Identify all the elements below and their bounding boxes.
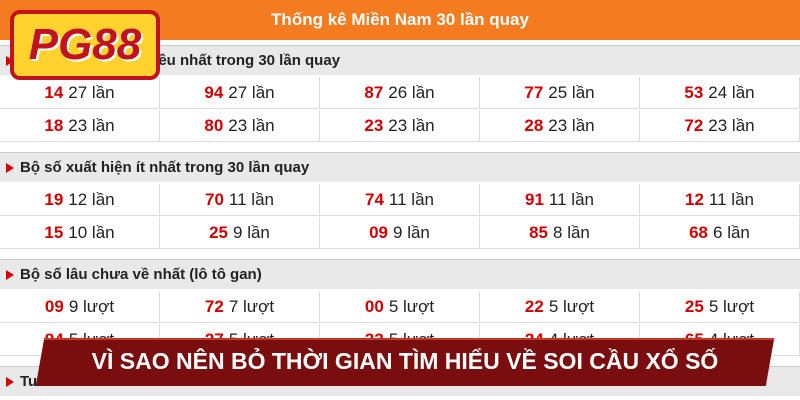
stat-cell: 14 27 lần — [0, 77, 160, 109]
occurrence-count: 9 lượt — [68, 297, 115, 316]
stat-cell: 85 8 lần — [480, 217, 640, 249]
stat-cell: 94 27 lần — [160, 77, 320, 109]
lottery-number: 77 — [524, 83, 544, 102]
lottery-number: 87 — [364, 83, 384, 102]
occurrence-count: 26 lần — [388, 83, 435, 102]
occurrence-count: 23 lần — [68, 116, 115, 135]
occurrence-count: 6 lần — [713, 223, 750, 242]
occurrence-count: 24 lần — [708, 83, 755, 102]
lottery-number: 18 — [44, 116, 64, 135]
lottery-number: 72 — [684, 116, 704, 135]
section-title: Bộ số xuất hiện ít nhất trong 30 lần qua… — [20, 159, 310, 176]
lottery-number: 74 — [365, 190, 384, 209]
stat-cell: 80 23 lần — [160, 110, 320, 142]
lottery-number: 15 — [44, 223, 64, 242]
occurrence-count: 23 lần — [228, 116, 275, 135]
section-header: Bộ số xuất hiện ít nhất trong 30 lần qua… — [0, 152, 800, 182]
stat-cell: 22 5 lượt — [480, 291, 640, 323]
stat-cell: 09 9 lần — [320, 217, 480, 249]
stat-cell: 70 11 lần — [160, 184, 320, 216]
stat-cell: 23 23 lần — [320, 110, 480, 142]
lottery-number: 09 — [369, 223, 389, 242]
occurrence-count: 23 lần — [548, 116, 595, 135]
occurrence-count: 9 lần — [233, 223, 270, 242]
banner-text: VÌ SAO NÊN BỎ THỜI GIAN TÌM HIỂU VỀ SOI … — [91, 348, 719, 374]
section-marker — [6, 163, 14, 173]
occurrence-count: 5 lượt — [548, 297, 595, 316]
occurrence-count: 11 lần — [548, 190, 594, 209]
occurrence-count: 5 lượt — [388, 297, 435, 316]
stat-cell: 09 9 lượt — [0, 291, 160, 323]
occurrence-count: 23 lần — [388, 116, 435, 135]
occurrence-count: 11 lần — [388, 190, 434, 209]
lottery-number: 25 — [209, 223, 229, 242]
occurrence-count: 23 lần — [708, 116, 755, 135]
lottery-number: 72 — [204, 297, 224, 316]
lottery-number: 19 — [44, 190, 64, 209]
stat-cell: 00 5 lượt — [320, 291, 480, 323]
lottery-number: 94 — [204, 83, 224, 102]
lottery-number: 85 — [529, 223, 549, 242]
lottery-number: 22 — [524, 297, 544, 316]
occurrence-count: 11 lần — [228, 190, 274, 209]
lottery-number: 91 — [525, 190, 544, 209]
lottery-number: 25 — [684, 297, 704, 316]
stat-cell: 77 25 lần — [480, 77, 640, 109]
lottery-number: 23 — [364, 116, 384, 135]
section-title: Bộ số lâu chưa về nhất (lô tô gan) — [20, 266, 262, 283]
occurrence-count: 27 lần — [228, 83, 275, 102]
stat-cell: 15 10 lần — [0, 217, 160, 249]
occurrence-count: 9 lần — [393, 223, 430, 242]
stat-cell: 91 11 lần — [480, 184, 640, 216]
logo: PG88 — [10, 10, 160, 80]
stat-cell: 72 7 lượt — [160, 291, 320, 323]
occurrence-count: 7 lượt — [228, 297, 275, 316]
occurrence-count: 8 lần — [553, 223, 590, 242]
stat-cell: 72 23 lần — [640, 110, 800, 142]
section-marker — [6, 377, 14, 387]
lottery-number: 28 — [524, 116, 544, 135]
stat-cell: 53 24 lần — [640, 77, 800, 109]
stat-cell: 18 23 lần — [0, 110, 160, 142]
stat-cell: 74 11 lần — [320, 184, 480, 216]
section-title: Tu — [20, 373, 38, 390]
occurrence-count: 11 lần — [708, 190, 754, 209]
lottery-number: 00 — [364, 297, 384, 316]
stat-cell: 25 5 lượt — [640, 291, 800, 323]
lottery-number: 53 — [684, 83, 704, 102]
occurrence-count: 10 lần — [68, 223, 115, 242]
stat-cell: 68 6 lần — [640, 217, 800, 249]
section-header: Bộ số lâu chưa về nhất (lô tô gan) — [0, 259, 800, 289]
lottery-number: 12 — [685, 190, 704, 209]
lottery-number: 70 — [205, 190, 224, 209]
lottery-number: 68 — [689, 223, 709, 242]
lottery-number: 14 — [44, 83, 64, 102]
lottery-number: 80 — [204, 116, 224, 135]
stat-cell: 12 11 lần — [640, 184, 800, 216]
stat-cell: 28 23 lần — [480, 110, 640, 142]
occurrence-count: 27 lần — [68, 83, 115, 102]
occurrence-count: 12 lần — [68, 190, 115, 209]
stat-cell: 25 9 lần — [160, 217, 320, 249]
lottery-number: 09 — [44, 297, 64, 316]
section-marker — [6, 270, 14, 280]
stat-cell: 87 26 lần — [320, 77, 480, 109]
occurrence-count: 5 lượt — [708, 297, 755, 316]
stat-cell: 19 12 lần — [0, 184, 160, 216]
occurrence-count: 25 lần — [548, 83, 595, 102]
